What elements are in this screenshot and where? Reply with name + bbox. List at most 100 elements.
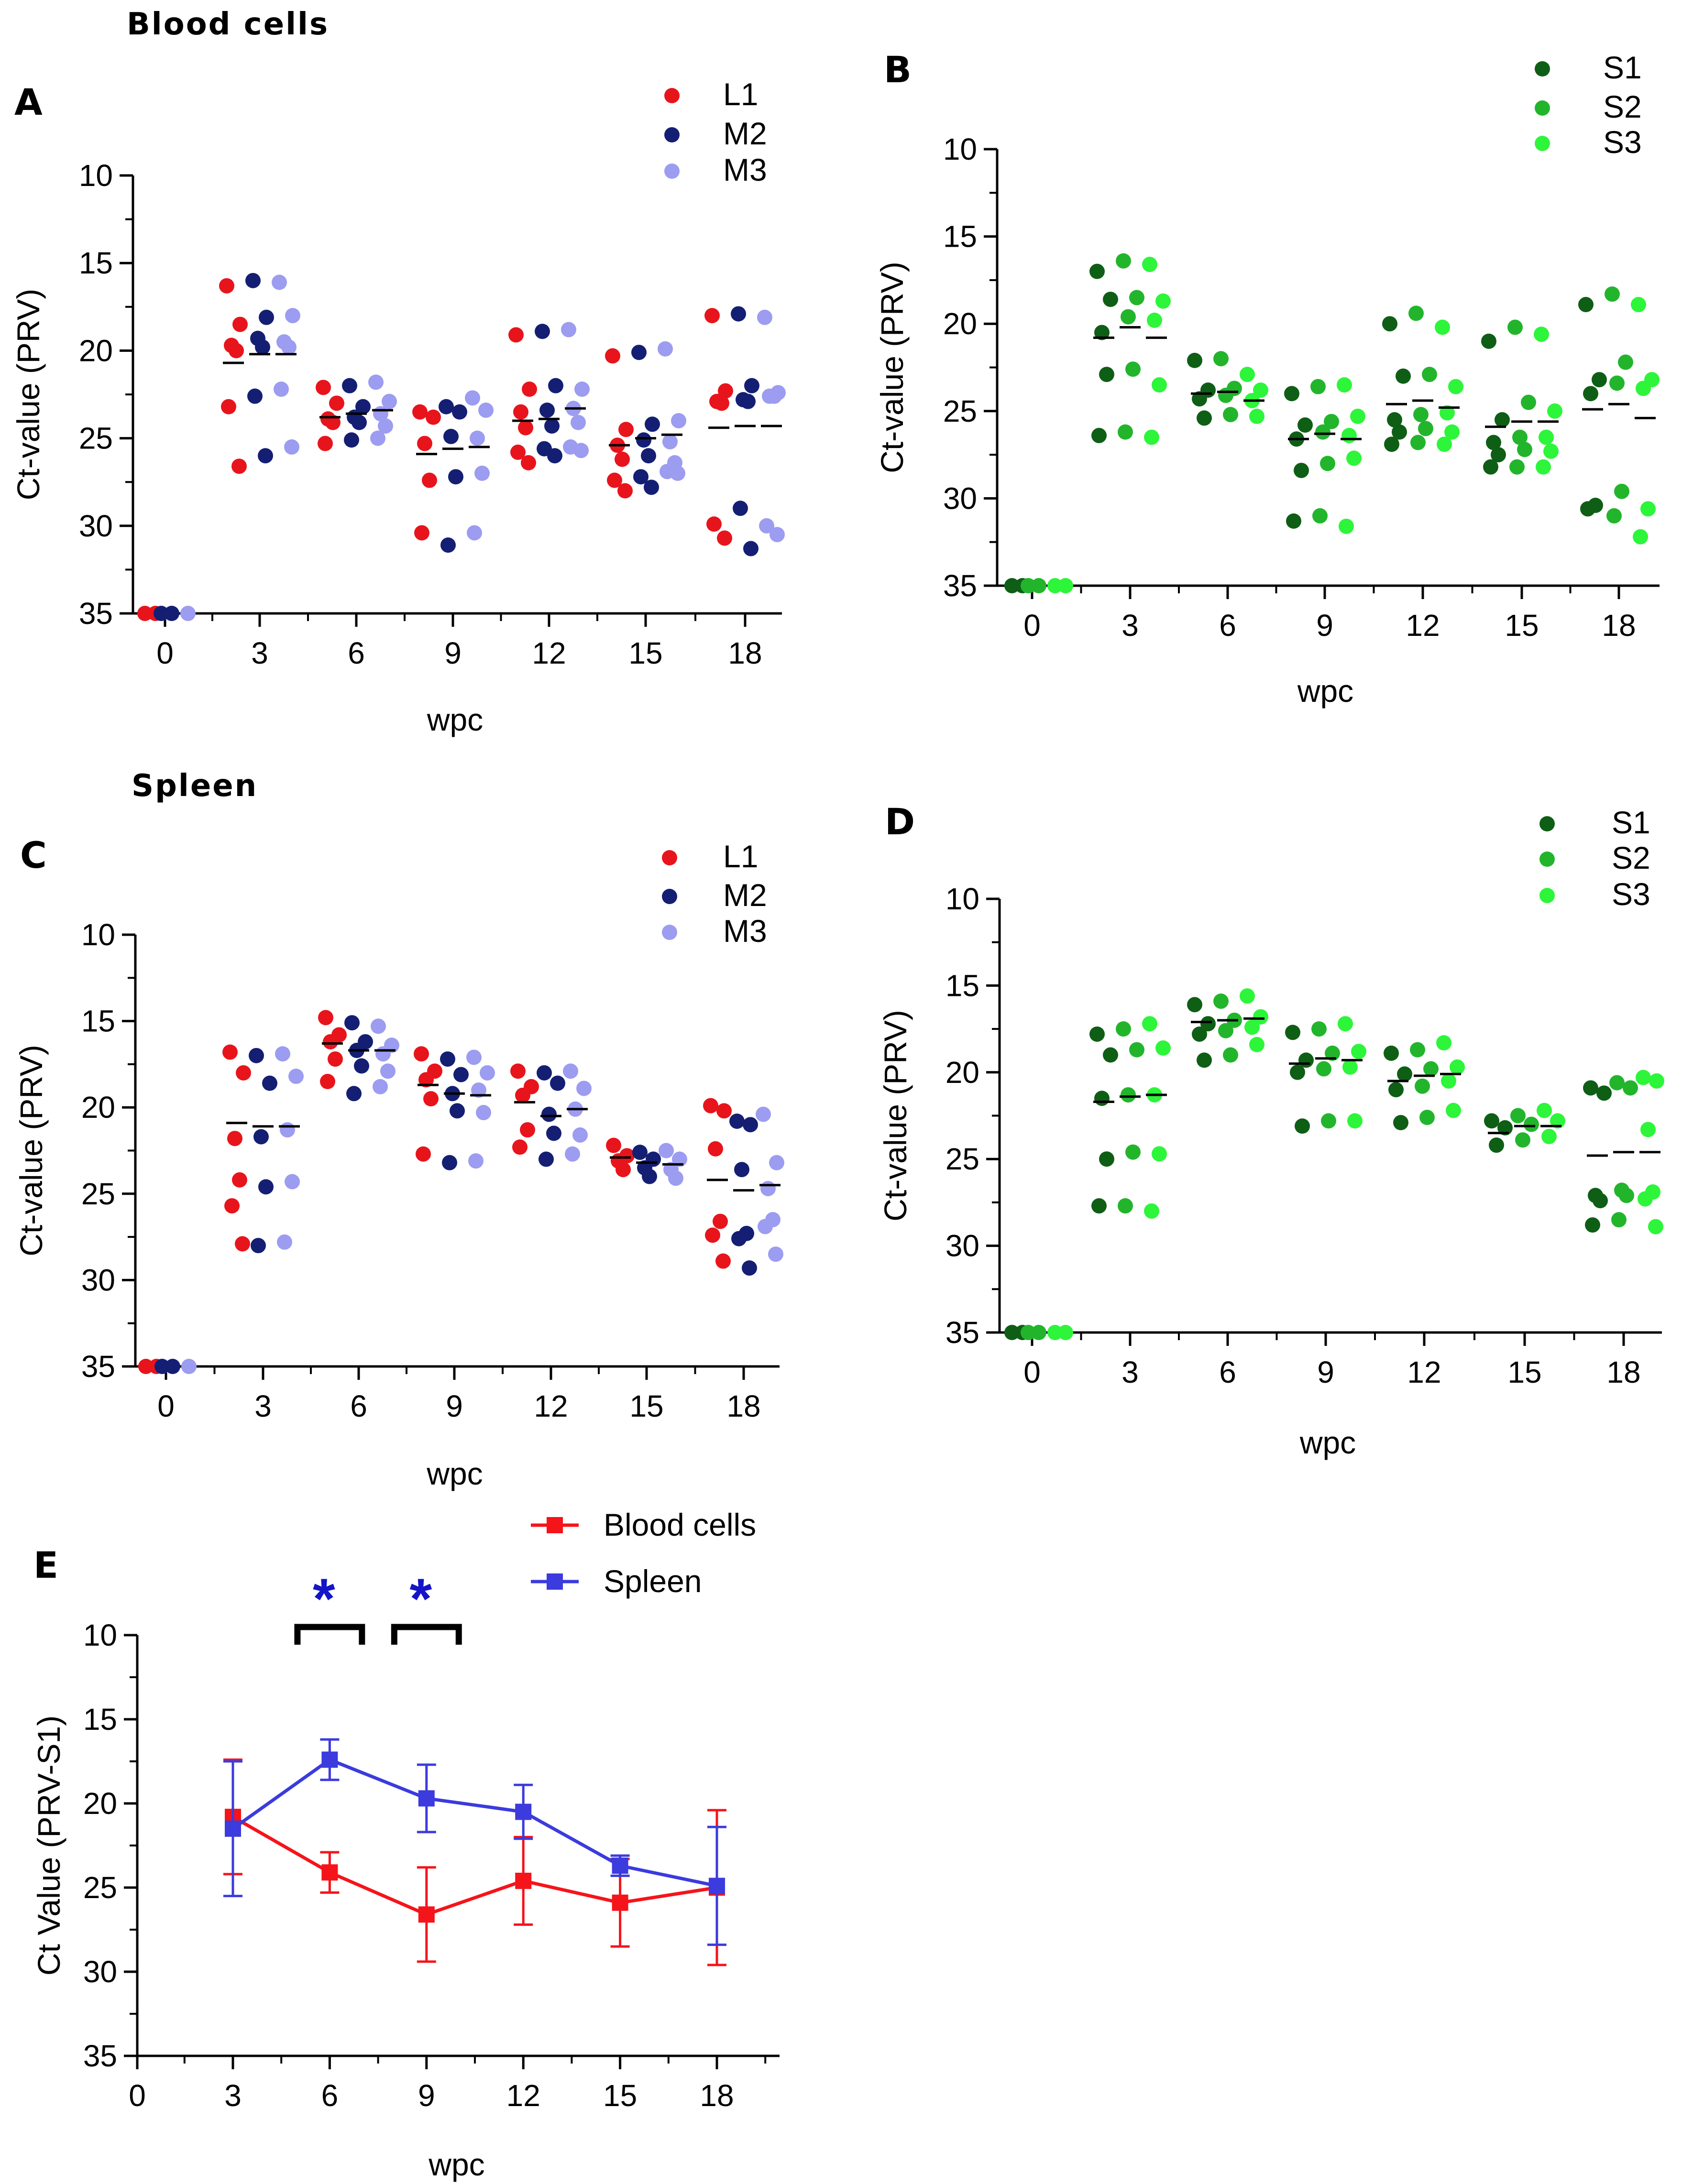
- y-tick-label: 10: [79, 158, 113, 193]
- data-point-m3: [573, 443, 589, 459]
- data-point-s2: [1121, 1087, 1136, 1103]
- data-point-m3: [470, 430, 485, 446]
- panel-label: A: [14, 81, 43, 123]
- data-point-s1: [1580, 501, 1595, 517]
- data-point-m3: [375, 1046, 391, 1062]
- data-point-l1: [510, 1063, 526, 1079]
- y-tick-label: 15: [83, 1702, 117, 1736]
- legend-marker-s2: [1539, 852, 1555, 867]
- data-point-m3: [759, 518, 774, 534]
- data-point-s1: [1192, 1026, 1207, 1042]
- data-point-m3: [672, 1151, 687, 1167]
- section-title-blood: Blood cells: [127, 7, 329, 42]
- data-point-l1: [708, 1141, 723, 1157]
- data-point-l1: [325, 415, 341, 430]
- data-point-s3: [1338, 1016, 1353, 1032]
- data-point-s2: [1419, 1110, 1435, 1125]
- data-point-s3: [1142, 257, 1157, 273]
- data-point-s3: [1441, 1073, 1456, 1089]
- data-point-m2: [255, 339, 270, 355]
- data-point-l1: [713, 1213, 728, 1229]
- data-point-m2: [539, 1151, 554, 1167]
- data-point-s3: [1152, 377, 1167, 393]
- y-tick-label: 10: [945, 882, 979, 916]
- data-point-s3: [1142, 1016, 1157, 1032]
- data-point-s2: [1320, 456, 1335, 471]
- data-point-s2: [1510, 1108, 1526, 1124]
- data-point-s2: [1521, 394, 1536, 410]
- data-point-s3: [1240, 367, 1255, 382]
- x-tick-label: 9: [1316, 608, 1333, 643]
- data-point-s1: [1200, 1016, 1216, 1032]
- data-point-l1: [716, 1103, 732, 1119]
- y-tick-label: 35: [81, 1349, 115, 1384]
- data-point-l1: [221, 399, 236, 415]
- data-point-l1: [414, 525, 429, 541]
- legend-marker-l1: [664, 88, 680, 103]
- data-point-s2: [1129, 1042, 1144, 1058]
- data-point-l1: [318, 436, 333, 451]
- data-point-s1: [1393, 1115, 1408, 1131]
- data-point-m2: [355, 399, 371, 415]
- data-point-m2: [740, 393, 756, 409]
- data-point-m3: [285, 308, 300, 324]
- data-point-spleen: [612, 1857, 628, 1874]
- data-point-m2: [344, 432, 359, 448]
- x-tick-label: 12: [1406, 608, 1440, 643]
- data-point-s3: [1446, 1103, 1461, 1118]
- x-tick-label: 0: [129, 2078, 146, 2113]
- data-point-m2: [544, 418, 560, 434]
- data-point-spleen: [709, 1878, 725, 1894]
- data-point-s3: [1058, 1325, 1073, 1340]
- data-point-l1: [318, 1010, 333, 1026]
- data-point-m3: [468, 1153, 484, 1169]
- panel-label: E: [33, 1544, 58, 1586]
- data-point-s2: [1618, 354, 1633, 370]
- data-point-s3: [1350, 408, 1365, 424]
- x-tick-label: 3: [1121, 1355, 1139, 1389]
- data-point-s1: [1592, 372, 1607, 388]
- y-axis-title: Ct-value (PRV): [11, 289, 46, 501]
- data-point-s3: [1436, 1035, 1451, 1051]
- data-point-s1: [1284, 386, 1299, 402]
- data-point-s3: [1543, 443, 1559, 459]
- data-point-m2: [535, 324, 550, 339]
- data-point-s2: [1223, 1047, 1238, 1063]
- panel-label: C: [20, 834, 47, 876]
- x-tick-label: 9: [446, 1389, 463, 1423]
- x-tick-label: 6: [1219, 1355, 1236, 1389]
- data-point-s3: [1631, 297, 1646, 313]
- data-point-s2: [1515, 1132, 1530, 1148]
- data-point-s2: [1213, 351, 1229, 367]
- data-point-s1: [1578, 297, 1594, 313]
- data-point-s2: [1312, 508, 1328, 524]
- data-point-s3: [1450, 1059, 1465, 1075]
- data-point-l1: [607, 472, 622, 488]
- data-point-s2: [1422, 367, 1437, 382]
- data-point-l1: [508, 327, 524, 343]
- legend-marker-m3: [662, 925, 677, 940]
- y-tick-label: 35: [79, 596, 113, 631]
- data-point-s2: [1410, 435, 1426, 450]
- data-point-m2: [742, 1260, 757, 1276]
- data-point-m2: [731, 1231, 747, 1246]
- data-point-s3: [1640, 1122, 1656, 1137]
- data-point-m3: [768, 1246, 783, 1262]
- y-tick-label: 30: [945, 1229, 979, 1263]
- data-point-s3: [1351, 1044, 1366, 1059]
- data-point-l1: [222, 1044, 238, 1060]
- y-tick-label: 15: [943, 219, 977, 254]
- data-point-s1: [1396, 368, 1411, 384]
- data-point-m3: [467, 525, 482, 541]
- x-tick-label: 6: [348, 636, 365, 670]
- data-point-s3: [1437, 437, 1452, 452]
- data-point-l1: [236, 1065, 251, 1081]
- data-point-m2: [541, 1106, 557, 1122]
- data-point-s2: [1116, 1021, 1131, 1037]
- data-point-s3: [1337, 377, 1352, 393]
- data-point-m2: [453, 1067, 469, 1082]
- data-point-s2: [1614, 483, 1629, 499]
- data-point-s2: [1310, 379, 1326, 394]
- data-point-m2: [550, 1075, 565, 1091]
- data-point-l1: [705, 1227, 720, 1243]
